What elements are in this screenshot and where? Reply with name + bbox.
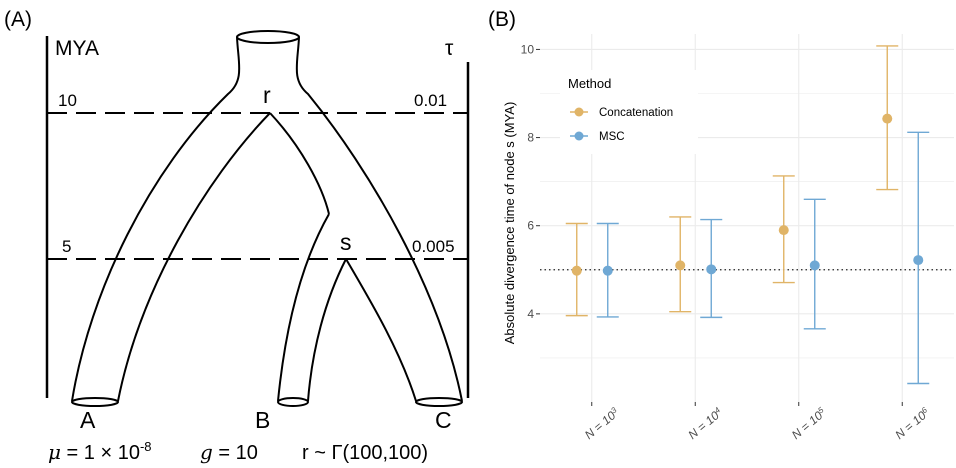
tau-tick-0.005: 0.005 xyxy=(412,237,455,256)
mu-value: = 1 × 10 xyxy=(61,442,140,464)
parameters-line: μ = 1 × 10-8 g = 10 r ~ Γ(100,100) xyxy=(48,439,428,464)
leaf-b-label: B xyxy=(255,407,270,433)
legend-key-point xyxy=(574,107,584,117)
y-tick-label: 8 xyxy=(527,131,534,145)
data-point-msc-0 xyxy=(602,265,613,276)
legend-title: Method xyxy=(568,76,611,91)
mya-axis-title: MYA xyxy=(55,37,99,60)
data-point-msc-1 xyxy=(706,264,717,275)
s-left-outer xyxy=(277,213,330,402)
species-tree xyxy=(71,30,463,407)
leaf-c-label: C xyxy=(435,407,452,433)
x-tick-label: N = 103 xyxy=(582,405,622,442)
tau-axis-title: τ xyxy=(445,37,454,60)
data-point-concatenation-2 xyxy=(778,225,789,236)
x-tick-label: N = 104 xyxy=(685,405,725,442)
mu-symbol: μ xyxy=(48,440,61,464)
data-point-concatenation-0 xyxy=(571,265,582,276)
legend-label-msc: MSC xyxy=(599,131,625,143)
leaf-c-opening xyxy=(415,397,463,407)
s-right-inner xyxy=(345,258,417,402)
rate-prior: r ~ Γ(100,100) xyxy=(302,442,428,464)
leaf-a-label: A xyxy=(80,407,96,433)
panel-a: (A) MYA τ 10 0.01 5 0.005 r s A B xyxy=(4,8,470,464)
data-point-msc-2 xyxy=(809,260,820,271)
data-point-concatenation-1 xyxy=(675,260,686,271)
root-branch-left xyxy=(71,36,241,402)
tau-tick-0.01: 0.01 xyxy=(414,91,447,110)
root-opening xyxy=(236,30,300,44)
mya-tick-10: 10 xyxy=(58,91,77,110)
node-s-label: s xyxy=(340,229,352,255)
y-tick-label: 6 xyxy=(527,219,534,233)
left-inner-edge xyxy=(117,112,271,402)
x-tick-label: N = 105 xyxy=(789,405,829,442)
mya-tick-5: 5 xyxy=(62,237,71,256)
panel-a-label: (A) xyxy=(4,8,32,31)
x-tick-label: N = 106 xyxy=(892,405,932,442)
y-tick-label: 4 xyxy=(527,307,534,321)
y-tick-label: 10 xyxy=(521,42,535,56)
mu-exponent: -8 xyxy=(140,439,152,454)
y-axis-label: Absolute divergence time of node s (MYA) xyxy=(502,102,517,345)
panel-b: (B) Absolute divergence time of node s (… xyxy=(488,8,954,442)
legend-key-point xyxy=(574,131,584,141)
legend-label-concatenation: Concatenation xyxy=(599,107,673,119)
root-branch-right xyxy=(295,36,463,402)
g-symbol: g xyxy=(200,440,213,464)
data-point-concatenation-3 xyxy=(882,113,893,124)
panel-b-label: (B) xyxy=(488,8,516,31)
node-r-label: r xyxy=(263,82,271,108)
leaf-a-opening xyxy=(71,397,119,407)
right-inner-edge xyxy=(269,112,330,215)
leaf-b-opening xyxy=(277,397,309,407)
g-value: = 10 xyxy=(213,442,258,464)
s-left-inner xyxy=(307,258,347,402)
data-point-msc-3 xyxy=(913,255,924,266)
chart-plot-area: 4 6 8 10 N = 103 N = 104 N = 105 N = 106 Method C… xyxy=(521,34,954,442)
